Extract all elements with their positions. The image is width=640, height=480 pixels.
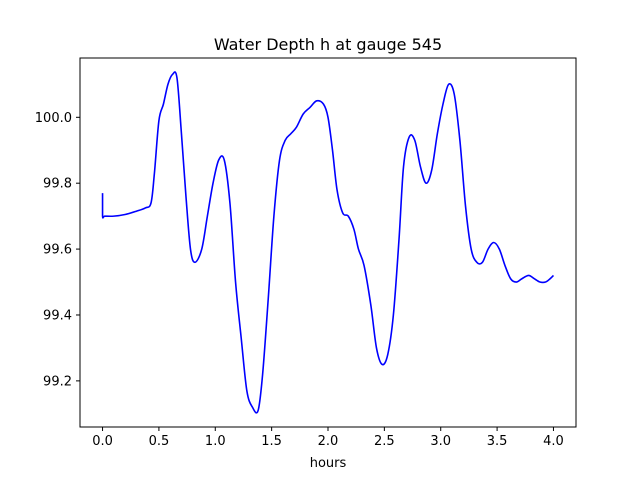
x-tick-label: 2.0 (318, 434, 339, 449)
y-axis: 99.2 99.4 99.6 99.8 100.0 (35, 111, 80, 389)
x-tick-label: 3.0 (430, 434, 451, 449)
y-tick-label: 99.4 (43, 308, 72, 323)
x-tick-label: 1.5 (261, 434, 282, 449)
series-line-0 (101, 71, 555, 414)
chart-title: Water Depth h at gauge 545 (214, 35, 442, 54)
x-axis: 0.0 0.5 1.0 1.5 2.0 2.5 3.0 3.5 4.0 (92, 427, 564, 449)
x-tick-label: 3.5 (487, 434, 508, 449)
x-tick-label: 0.5 (149, 434, 170, 449)
y-tick-label: 99.8 (43, 177, 72, 192)
x-tick-label: 0.0 (92, 434, 113, 449)
plot-area-frame (79, 57, 577, 428)
x-tick-label: 4.0 (543, 434, 564, 449)
series-layer (101, 71, 555, 414)
y-tick-label: 99.2 (43, 374, 72, 389)
x-axis-label: hours (310, 456, 347, 471)
y-tick-label: 99.6 (43, 243, 72, 258)
x-tick-label: 2.5 (374, 434, 395, 449)
x-tick-label: 1.0 (205, 434, 226, 449)
y-tick-label: 100.0 (35, 111, 72, 126)
